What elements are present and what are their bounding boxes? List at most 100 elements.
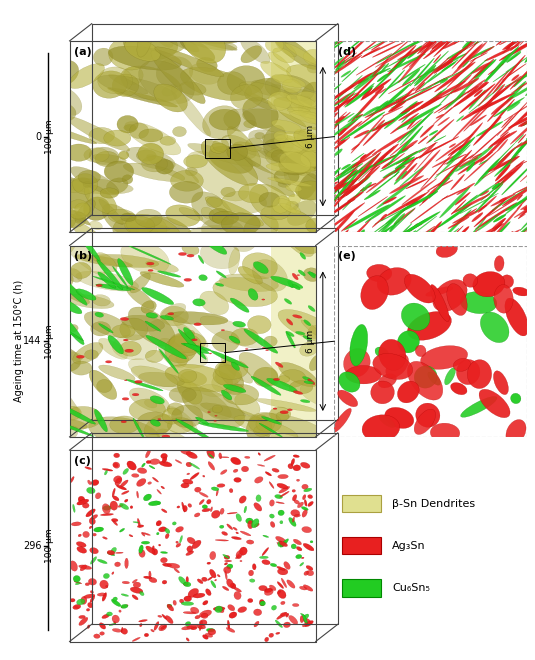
Ellipse shape xyxy=(226,579,233,587)
Ellipse shape xyxy=(410,224,417,231)
Ellipse shape xyxy=(241,466,249,472)
Ellipse shape xyxy=(260,601,265,606)
Ellipse shape xyxy=(126,245,171,265)
Ellipse shape xyxy=(453,79,479,92)
Ellipse shape xyxy=(421,71,463,92)
Ellipse shape xyxy=(95,312,104,317)
Ellipse shape xyxy=(88,578,96,585)
Ellipse shape xyxy=(378,374,396,388)
Ellipse shape xyxy=(231,328,258,346)
Ellipse shape xyxy=(210,143,227,153)
Ellipse shape xyxy=(303,618,311,624)
Ellipse shape xyxy=(193,299,205,306)
Ellipse shape xyxy=(493,218,505,232)
Ellipse shape xyxy=(358,78,369,84)
Ellipse shape xyxy=(529,220,535,233)
Ellipse shape xyxy=(434,135,446,142)
Ellipse shape xyxy=(482,154,519,179)
Ellipse shape xyxy=(293,494,297,501)
Ellipse shape xyxy=(222,191,266,213)
Ellipse shape xyxy=(50,418,87,430)
Ellipse shape xyxy=(370,68,391,77)
Ellipse shape xyxy=(450,139,471,156)
Text: (d): (d) xyxy=(338,47,356,57)
Ellipse shape xyxy=(479,191,489,196)
Ellipse shape xyxy=(472,153,482,158)
Ellipse shape xyxy=(306,566,313,570)
Ellipse shape xyxy=(491,225,501,232)
Ellipse shape xyxy=(137,468,147,473)
Ellipse shape xyxy=(106,612,112,616)
Ellipse shape xyxy=(421,151,455,189)
Ellipse shape xyxy=(362,182,372,191)
Ellipse shape xyxy=(287,201,316,226)
Ellipse shape xyxy=(98,339,127,359)
Bar xyxy=(342,495,380,512)
Ellipse shape xyxy=(216,283,224,286)
Ellipse shape xyxy=(345,37,381,65)
Ellipse shape xyxy=(346,170,358,179)
Ellipse shape xyxy=(307,570,314,576)
Ellipse shape xyxy=(507,102,521,112)
Ellipse shape xyxy=(300,253,306,259)
Ellipse shape xyxy=(173,127,186,137)
Ellipse shape xyxy=(421,20,455,47)
Ellipse shape xyxy=(98,365,135,381)
Ellipse shape xyxy=(370,145,414,170)
Ellipse shape xyxy=(160,315,173,320)
Ellipse shape xyxy=(347,189,366,201)
Ellipse shape xyxy=(75,582,80,585)
Ellipse shape xyxy=(401,156,412,165)
Ellipse shape xyxy=(528,147,535,154)
Ellipse shape xyxy=(84,312,131,337)
Ellipse shape xyxy=(469,131,501,159)
Ellipse shape xyxy=(502,36,524,50)
Ellipse shape xyxy=(456,59,488,86)
Ellipse shape xyxy=(112,520,118,525)
Ellipse shape xyxy=(262,548,269,556)
Ellipse shape xyxy=(227,127,261,166)
Ellipse shape xyxy=(177,379,202,404)
Ellipse shape xyxy=(441,188,467,199)
Ellipse shape xyxy=(341,164,351,170)
Ellipse shape xyxy=(410,58,434,86)
Ellipse shape xyxy=(323,172,346,189)
Ellipse shape xyxy=(276,411,289,421)
Ellipse shape xyxy=(401,230,416,244)
Ellipse shape xyxy=(495,172,512,184)
Ellipse shape xyxy=(83,182,91,187)
Ellipse shape xyxy=(184,279,192,281)
Ellipse shape xyxy=(294,514,301,517)
Ellipse shape xyxy=(332,53,363,69)
Ellipse shape xyxy=(141,541,150,544)
Ellipse shape xyxy=(516,161,528,167)
Ellipse shape xyxy=(140,624,142,627)
Ellipse shape xyxy=(442,210,471,239)
Ellipse shape xyxy=(427,372,440,385)
Ellipse shape xyxy=(124,125,136,131)
Ellipse shape xyxy=(77,599,85,605)
Ellipse shape xyxy=(400,191,430,213)
Ellipse shape xyxy=(136,478,146,486)
Ellipse shape xyxy=(209,110,241,130)
Ellipse shape xyxy=(325,55,362,79)
Ellipse shape xyxy=(227,524,233,529)
Ellipse shape xyxy=(209,453,214,459)
Ellipse shape xyxy=(430,423,460,442)
Ellipse shape xyxy=(279,486,289,493)
Ellipse shape xyxy=(262,560,270,565)
Ellipse shape xyxy=(306,218,323,233)
Ellipse shape xyxy=(333,121,362,145)
Ellipse shape xyxy=(378,218,395,232)
Text: (e): (e) xyxy=(338,251,356,261)
Ellipse shape xyxy=(209,209,229,223)
Ellipse shape xyxy=(459,84,495,114)
Ellipse shape xyxy=(141,533,145,536)
Ellipse shape xyxy=(288,464,293,469)
Ellipse shape xyxy=(402,42,437,69)
Ellipse shape xyxy=(221,187,235,197)
Ellipse shape xyxy=(478,71,509,106)
Ellipse shape xyxy=(268,52,291,72)
Ellipse shape xyxy=(343,348,370,377)
Ellipse shape xyxy=(461,102,492,121)
